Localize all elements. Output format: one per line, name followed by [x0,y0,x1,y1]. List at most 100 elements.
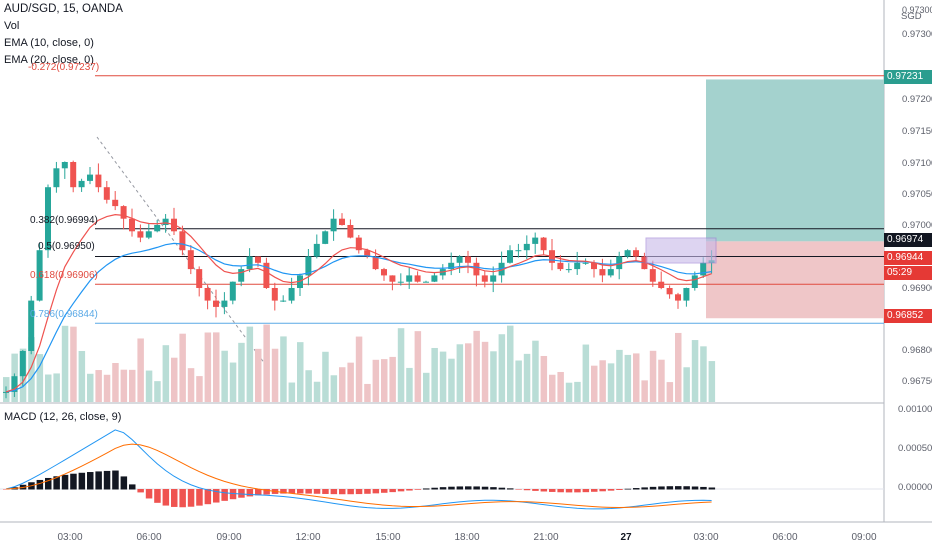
candle-body [523,243,530,251]
macd-histogram-bar [515,489,522,490]
macd-histogram-bar [481,486,489,490]
macd-histogram-bar [700,486,707,490]
time-tick: 03:00 [693,532,719,543]
macd-histogram-bar [229,489,237,500]
current-price-badge: 0.96944 [884,251,932,265]
candle-body [145,231,152,238]
candle-body [616,256,623,270]
macd-histogram-bar [574,489,581,493]
ema10-legend[interactable]: EMA (10, close, 0) [4,37,94,49]
volume-bar [246,326,254,402]
macd-histogram-bar [490,487,497,490]
volume-bar [591,365,598,402]
price-tick: 0.97300 [902,29,932,40]
candle-body [305,256,312,276]
vol-legend[interactable]: Vol [4,20,20,32]
volume-bar [263,324,270,402]
volume-bar [448,358,455,402]
volume-bar [355,336,363,402]
candle-body [87,174,93,181]
macd-histogram-bar [406,489,413,491]
volume-bar [305,370,312,402]
macd-histogram-bar [456,486,464,490]
macd-histogram-bar [540,489,548,492]
volume-bar [120,369,128,402]
volume-bar [607,363,615,402]
macd-histogram-bar [61,474,69,490]
candle-body [288,288,295,301]
ema20-legend[interactable]: EMA (20, close, 0) [4,54,94,66]
candle-body [229,281,236,301]
macd-histogram-bar [498,487,506,490]
macd-histogram-bar [599,489,606,492]
time-tick: 12:00 [295,532,321,543]
candle-body [465,256,471,263]
macd-histogram-bar [288,489,296,494]
candle-body [456,256,463,263]
candle-body [591,262,597,270]
candle-body [406,275,413,282]
candle-body [263,262,270,288]
volume-bar [490,351,497,402]
symbol-title: AUD/SGD, 15, OANDA [4,3,123,15]
volume-bar [313,381,321,402]
candle-body [599,269,606,276]
macd-histogram-bar [204,489,212,505]
candle-body [666,288,673,295]
candle-body [364,250,371,257]
macd-histogram-bar [103,470,111,490]
volume-bar [397,328,405,402]
time-tick: 06:00 [136,532,162,543]
time-tick: 18:00 [454,532,480,543]
macd-histogram-bar [582,489,590,493]
level-price-badge: 0.96974 [884,233,932,247]
candle-body [330,218,337,232]
macd-histogram-bar [423,488,430,490]
macd-histogram-bar [330,489,338,495]
volume-bar [61,325,69,402]
candle-body [129,218,135,232]
volume-bar [389,356,396,402]
volume-bar [229,362,237,402]
volume-bar [78,350,86,402]
volume-bar [36,354,44,402]
macd-histogram-bar [171,489,178,507]
candle-body [11,376,18,392]
macd-histogram-bar [95,471,102,490]
candle-body [45,187,51,251]
volume-bar [53,373,60,402]
volume-bar [196,376,203,402]
candle-body [78,180,85,188]
macd-histogram-bar [129,484,136,490]
macd-histogram-bar [397,489,405,492]
macd-title[interactable]: MACD (12, 26, close, 9) [4,411,122,423]
volume-bar [381,359,388,402]
volume-bar [28,337,35,402]
candle-body [70,162,77,188]
currency-label: SGD [901,11,922,22]
volume-bar [641,380,648,402]
candle-body [574,262,581,270]
candle-body [372,256,379,270]
macd-histogram-bar [213,489,220,503]
volume-bar [498,334,506,402]
candle-body [700,262,707,276]
volume-bar [465,343,472,402]
candle-body [481,275,488,282]
highlight-box [645,237,717,264]
macd-histogram-bar [221,489,228,501]
macd-histogram-bar [53,476,60,490]
fib-label-05: 0.5(0.96950) [38,241,95,252]
candle-body [213,300,219,307]
signal-line [5,443,712,508]
macd-histogram-bar [112,470,119,490]
macd-histogram-bar [255,489,262,496]
macd-histogram-bar [414,489,422,490]
macd-histogram-bar [120,476,128,490]
candle-body [423,281,429,283]
volume-bar [221,350,228,402]
